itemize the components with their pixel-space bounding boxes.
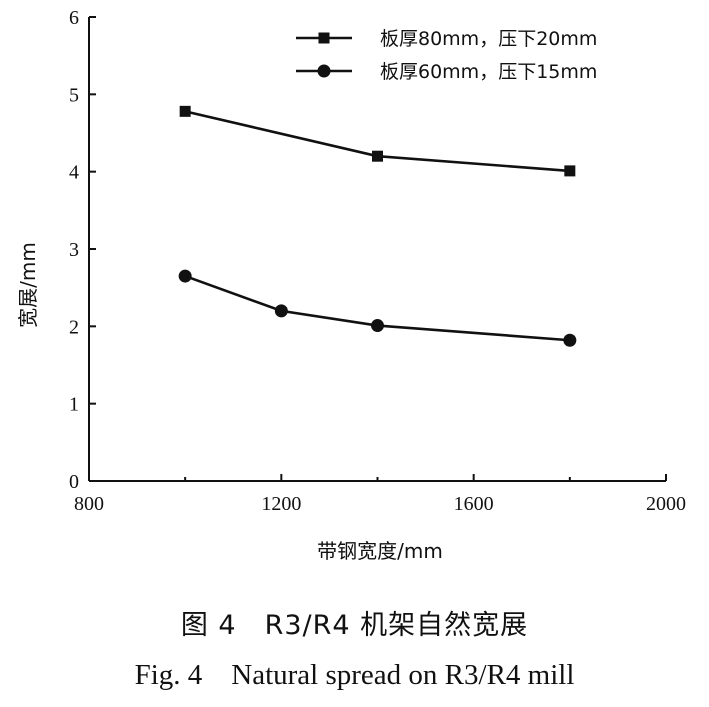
y-tick-label: 1 xyxy=(69,394,79,416)
data-point xyxy=(371,319,384,332)
legend-item-2: 板厚60mm，压下15mm xyxy=(296,61,597,83)
data-point xyxy=(563,334,576,347)
y-tick-label: 5 xyxy=(69,84,79,106)
series-1 xyxy=(180,106,576,177)
series-layer xyxy=(179,106,577,347)
data-point xyxy=(179,270,192,283)
x-tick-label: 800 xyxy=(74,493,104,515)
chart: 0 1 2 3 4 5 6 800 1200 1600 2000 板厚80mm，压下20mm 板厚60… xyxy=(0,0,709,560)
data-point xyxy=(180,106,191,117)
x-axis-title: 带钢宽度/mm xyxy=(317,539,443,560)
y-tick-label: 6 xyxy=(69,7,79,29)
legend: 板厚80mm，压下20mm 板厚60mm，压下15mm xyxy=(296,28,597,83)
x-tick-label: 2000 xyxy=(646,493,686,515)
y-axis-title: 宽展/mm xyxy=(16,242,40,328)
legend-label: 板厚80mm，压下20mm xyxy=(380,28,597,50)
y-tick-label: 0 xyxy=(69,471,79,493)
legend-marker xyxy=(318,65,331,78)
figure-caption-en: Fig. 4 Natural spread on R3/R4 mill xyxy=(0,651,709,693)
legend-label: 板厚60mm，压下15mm xyxy=(380,61,597,83)
data-point xyxy=(564,165,575,176)
data-point xyxy=(275,304,288,317)
axes: 0 1 2 3 4 5 6 800 1200 1600 2000 xyxy=(69,7,686,515)
y-tick-label: 3 xyxy=(69,239,79,261)
x-tick-label: 1200 xyxy=(261,493,301,515)
legend-marker xyxy=(319,33,330,44)
series-2 xyxy=(179,270,577,347)
x-tick-label: 1600 xyxy=(454,493,494,515)
series-line xyxy=(185,111,570,171)
figure-caption-cn: 图 4 R3/R4 机架自然宽展 xyxy=(0,603,709,642)
y-tick-label: 2 xyxy=(69,316,79,338)
legend-item-1: 板厚80mm，压下20mm xyxy=(296,28,597,50)
y-tick-label: 4 xyxy=(69,162,79,184)
data-point xyxy=(372,151,383,162)
